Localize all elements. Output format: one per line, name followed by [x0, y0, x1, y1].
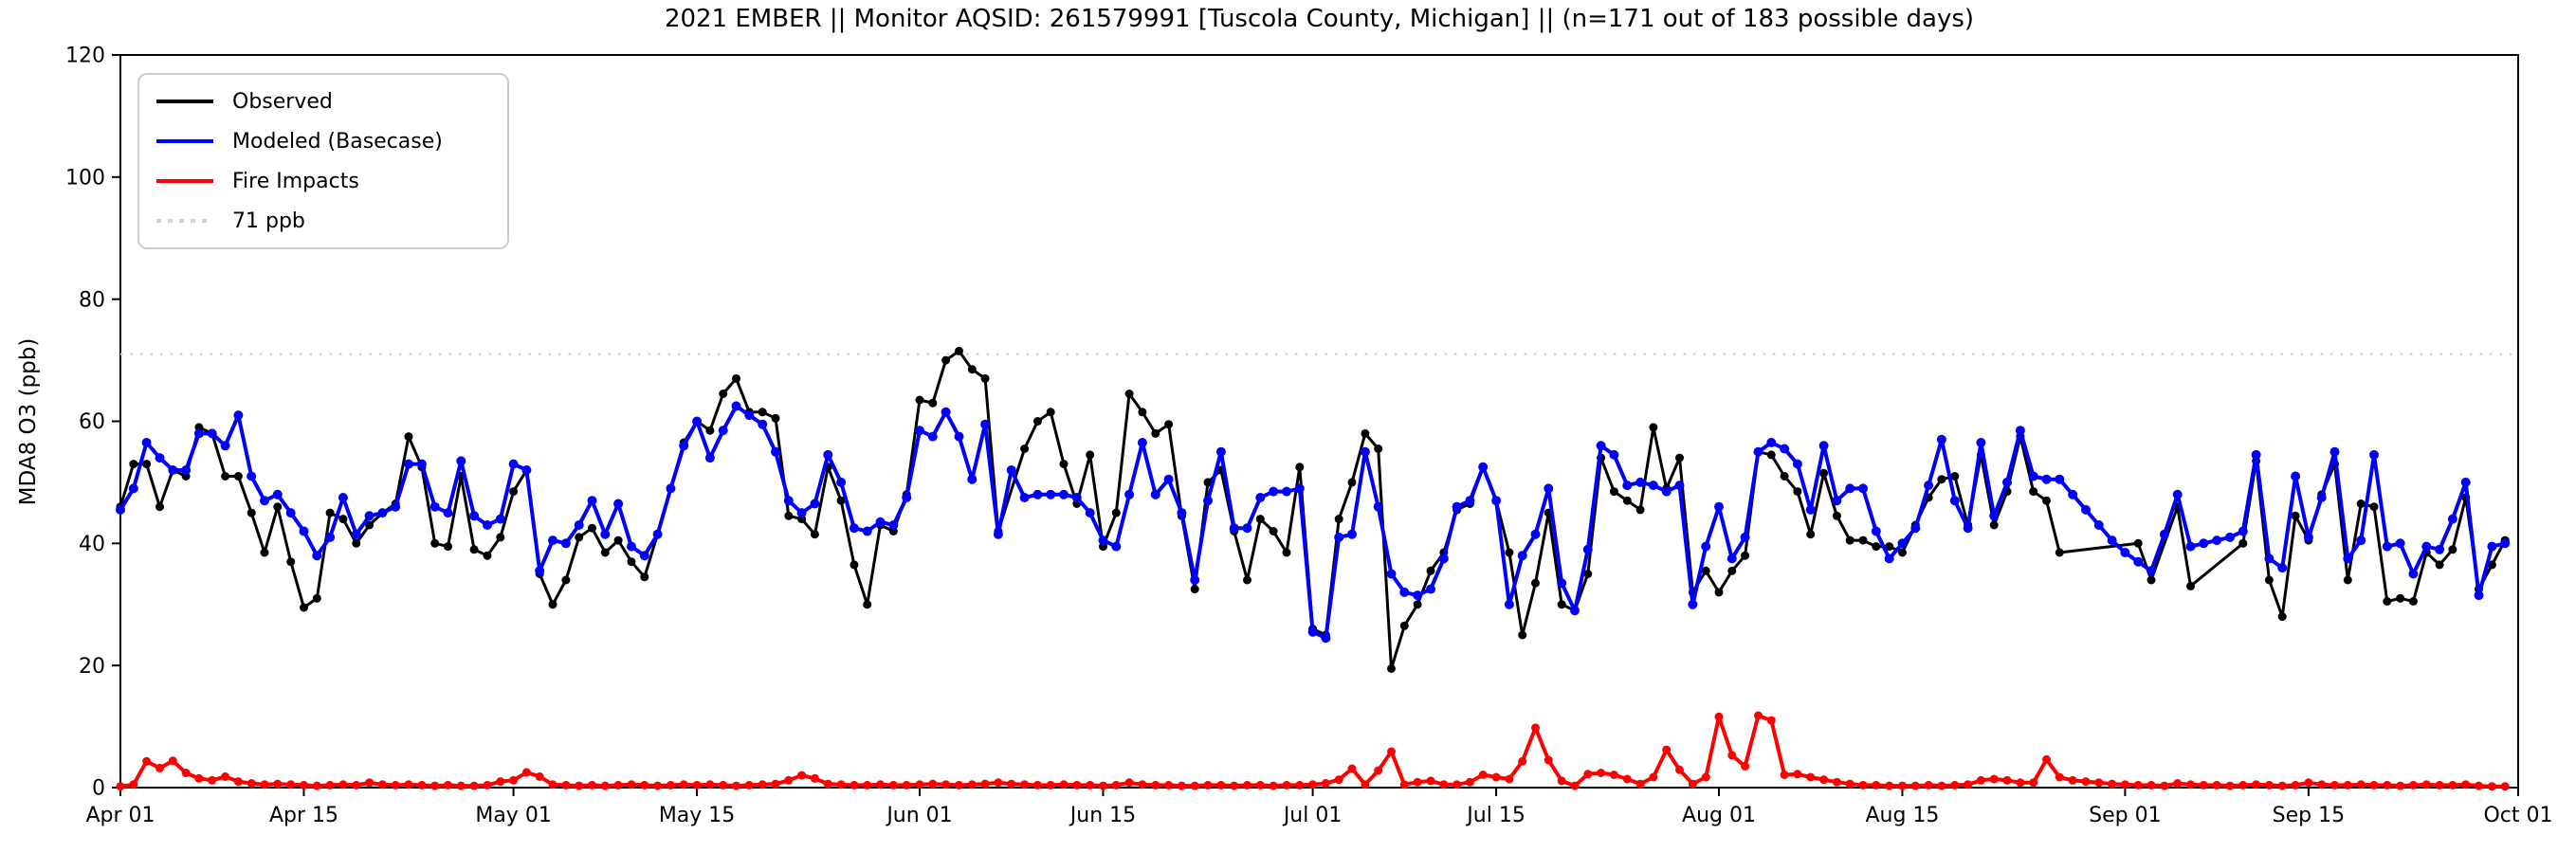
legend-item-fire-impacts: Fire Impacts — [156, 168, 490, 194]
fire-impacts-line-swatch — [156, 179, 213, 183]
x-tick-label: Sep 15 — [2273, 804, 2345, 827]
legend-label: 71 ppb — [232, 209, 305, 233]
modeled-line-swatch — [156, 139, 213, 143]
y-tick-label: 60 — [79, 410, 105, 434]
series-modeled-basecase- — [116, 401, 2511, 644]
x-tick-label: Jul 15 — [1465, 804, 1526, 827]
x-tick-label: Oct 01 — [2483, 804, 2552, 827]
chart-title: 2021 EMBER || Monitor AQSID: 261579991 [… — [664, 5, 1975, 33]
y-axis: 0 20 40 60 80 100 120 — [65, 45, 120, 801]
x-axis: Apr 01 Apr 15 May 01 May 15 Jun 01 Jun 15 Jul … — [85, 788, 2553, 827]
y-tick-label: 80 — [79, 288, 105, 312]
x-tick-label: Apr 15 — [269, 804, 338, 827]
legend-item-observed: Observed — [156, 88, 490, 115]
y-tick-label: 0 — [92, 777, 105, 801]
y-tick-label: 100 — [65, 167, 105, 191]
legend-label: Observed — [232, 89, 333, 114]
legend: Observed Modeled (Basecase) Fire Impacts… — [137, 73, 509, 249]
y-tick-label: 20 — [79, 655, 105, 679]
x-tick-label: Aug 15 — [1865, 804, 1939, 827]
series-fire-impacts — [116, 711, 2510, 791]
legend-label: Fire Impacts — [232, 169, 359, 193]
threshold-dotted-line-swatch — [156, 219, 213, 223]
y-tick-label: 120 — [65, 45, 105, 68]
legend-item-threshold: 71 ppb — [156, 208, 490, 234]
x-tick-label: Jun 15 — [1069, 804, 1136, 827]
x-tick-label: Jun 01 — [885, 804, 952, 827]
x-tick-label: Sep 01 — [2089, 804, 2161, 827]
x-tick-label: Apr 01 — [85, 804, 155, 827]
observed-line-swatch — [156, 100, 213, 103]
x-tick-label: Jul 01 — [1282, 804, 1343, 827]
legend-label: Modeled (Basecase) — [232, 129, 443, 154]
x-tick-label: May 15 — [659, 804, 735, 827]
x-tick-label: May 01 — [475, 804, 551, 827]
y-tick-label: 40 — [79, 533, 105, 556]
legend-item-modeled: Modeled (Basecase) — [156, 128, 490, 154]
x-tick-label: Aug 01 — [1682, 804, 1756, 827]
y-axis-label: MDA8 O3 (ppb) — [16, 337, 41, 506]
